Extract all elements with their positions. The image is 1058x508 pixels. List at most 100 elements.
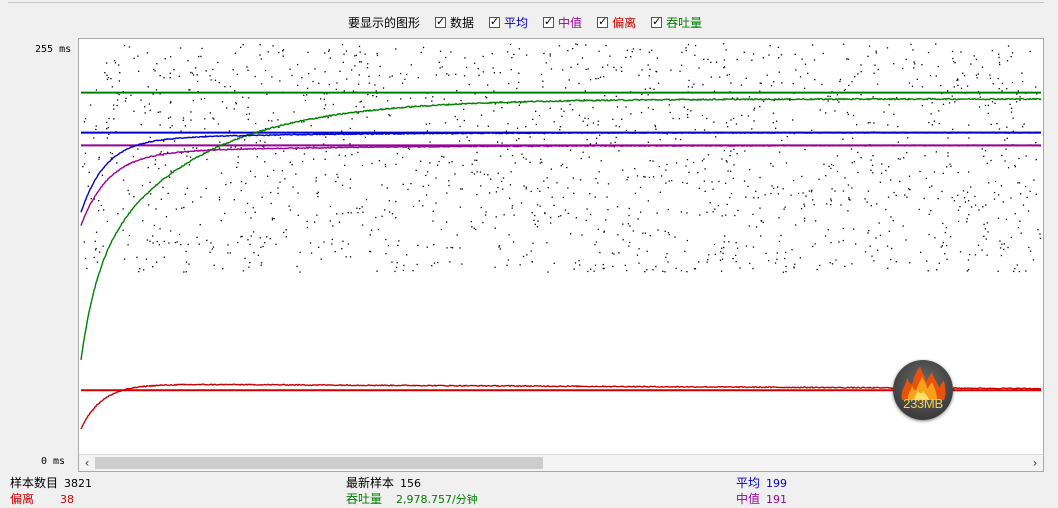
legend-item-throughput[interactable]: 吞吐量: [651, 14, 702, 31]
legend-item-avg[interactable]: 平均: [489, 14, 528, 31]
data-point: [1021, 126, 1024, 128]
data-point: [856, 124, 858, 126]
data-point: [952, 57, 954, 60]
data-point: [271, 76, 273, 78]
data-point: [830, 198, 832, 200]
data-point: [595, 241, 598, 243]
data-point: [893, 63, 895, 65]
stat-samples: 样本数目 3821: [10, 474, 92, 491]
scroll-left-icon[interactable]: ‹: [84, 456, 90, 470]
data-point: [529, 161, 531, 163]
data-point: [190, 119, 192, 121]
data-point: [622, 223, 624, 225]
legend-item-deviation[interactable]: 偏离: [597, 14, 636, 31]
data-point: [425, 194, 428, 196]
graph-panel: ‹ ›: [78, 38, 1044, 472]
data-point: [282, 49, 285, 51]
legend-item-median[interactable]: 中值: [543, 14, 582, 31]
data-point: [437, 164, 439, 166]
data-point: [818, 178, 820, 180]
data-point: [844, 265, 846, 267]
data-point: [966, 270, 968, 272]
data-point: [626, 179, 628, 181]
data-point: [263, 146, 265, 148]
data-point: [1005, 218, 1008, 220]
horizontal-scrollbar[interactable]: ‹ ›: [79, 454, 1043, 471]
data-point: [230, 146, 232, 148]
data-point: [942, 241, 944, 244]
data-point: [337, 176, 339, 178]
checkbox-throughput[interactable]: [651, 15, 663, 28]
data-point: [641, 93, 643, 95]
data-point: [159, 124, 161, 126]
checkbox-median[interactable]: [543, 15, 555, 28]
data-point: [851, 137, 854, 139]
data-point: [363, 106, 365, 108]
data-point: [260, 58, 262, 60]
data-point: [675, 162, 678, 164]
data-point: [338, 154, 340, 156]
data-point: [128, 46, 131, 48]
checkbox-deviation[interactable]: [597, 15, 609, 28]
data-point: [629, 241, 631, 243]
data-point: [525, 186, 527, 188]
data-point: [727, 170, 729, 172]
data-point: [726, 203, 728, 206]
data-point: [562, 196, 564, 198]
data-point: [655, 265, 657, 268]
scroll-thumb[interactable]: [95, 457, 543, 469]
data-point: [471, 226, 473, 228]
scroll-right-icon[interactable]: ›: [1032, 456, 1038, 470]
data-point: [814, 79, 816, 81]
data-point: [119, 72, 121, 74]
data-point: [368, 75, 370, 77]
data-point: [920, 251, 922, 253]
data-point: [974, 254, 977, 256]
data-point: [250, 217, 252, 219]
data-point: [593, 270, 595, 272]
data-point: [489, 192, 491, 194]
legend-item-data[interactable]: 数据: [435, 14, 474, 31]
data-point: [942, 172, 944, 174]
data-point: [727, 126, 729, 128]
checkbox-data[interactable]: [435, 15, 447, 28]
data-point: [438, 61, 440, 63]
data-point: [412, 270, 414, 272]
data-point: [506, 51, 509, 53]
data-point: [868, 230, 870, 232]
data-point: [834, 110, 836, 112]
data-point: [509, 43, 512, 45]
data-point: [279, 181, 281, 183]
data-point: [493, 110, 495, 112]
data-point: [407, 188, 409, 191]
data-point: [579, 179, 582, 181]
data-point: [146, 239, 149, 241]
data-point: [671, 179, 673, 182]
data-point: [694, 54, 696, 56]
data-point: [331, 243, 333, 245]
data-point: [544, 212, 546, 215]
memory-badge[interactable]: 233MB: [893, 360, 953, 420]
data-point: [737, 209, 739, 212]
data-point: [1018, 182, 1021, 184]
data-point: [156, 240, 158, 243]
data-point: [404, 78, 406, 80]
data-point: [502, 177, 505, 179]
data-point: [615, 125, 617, 127]
data-point: [685, 49, 687, 52]
median-line: [80, 144, 1041, 226]
data-point: [96, 261, 99, 263]
data-point: [84, 152, 87, 154]
data-point: [365, 198, 368, 201]
data-point: [986, 162, 988, 165]
data-point: [217, 61, 219, 64]
data-point: [648, 75, 650, 77]
checkbox-avg[interactable]: [489, 15, 501, 28]
data-point: [192, 147, 194, 149]
data-point: [261, 196, 263, 198]
data-point: [602, 267, 604, 270]
data-point: [218, 147, 221, 149]
data-point: [277, 192, 279, 195]
data-point: [566, 166, 568, 169]
data-point: [857, 151, 859, 154]
